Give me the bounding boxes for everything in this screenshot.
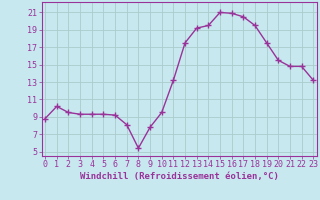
X-axis label: Windchill (Refroidissement éolien,°C): Windchill (Refroidissement éolien,°C) — [80, 172, 279, 181]
